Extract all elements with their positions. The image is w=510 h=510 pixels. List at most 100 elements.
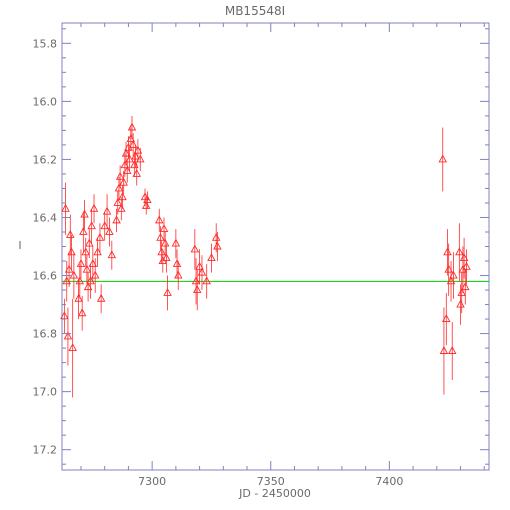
data-point — [77, 295, 87, 331]
triangle-marker — [87, 221, 96, 230]
data-points-layer — [60, 115, 471, 398]
triangle-marker — [157, 247, 166, 256]
data-point — [120, 153, 130, 177]
data-point — [162, 243, 171, 273]
triangle-marker — [118, 192, 127, 201]
triangle-marker — [64, 264, 74, 273]
data-point — [207, 243, 216, 273]
triangle-marker — [163, 287, 172, 296]
data-point — [457, 272, 466, 314]
data-point — [171, 229, 181, 259]
triangle-marker — [172, 258, 182, 267]
data-point — [87, 208, 96, 244]
data-point — [125, 147, 134, 172]
triangle-marker — [202, 276, 211, 285]
data-point — [449, 252, 458, 299]
triangle-marker — [115, 171, 125, 180]
data-point — [74, 278, 83, 320]
triangle-marker — [66, 229, 75, 238]
triangle-marker — [114, 183, 124, 192]
data-point — [83, 272, 93, 302]
triangle-marker — [76, 258, 86, 267]
triangle-marker — [457, 287, 466, 296]
data-point — [69, 252, 79, 299]
data-point — [117, 197, 126, 221]
triangle-marker — [213, 241, 222, 250]
triangle-marker — [133, 145, 143, 154]
y-tick-label: 17.2 — [33, 444, 58, 457]
triangle-marker — [192, 285, 202, 293]
triangle-marker — [119, 177, 128, 186]
triangle-marker — [83, 282, 93, 291]
triangle-marker — [112, 215, 121, 224]
triangle-marker — [122, 166, 132, 174]
y-tick-label: 17.0 — [33, 386, 58, 399]
triangle-marker — [197, 267, 207, 276]
data-point — [213, 231, 222, 262]
x-tick-label: 7300 — [138, 475, 166, 488]
data-point — [173, 261, 183, 291]
triangle-marker — [462, 261, 471, 270]
axes-layer: 7300 7350 7400 15.8 16.0 16.2 16.4 16.6 16.8 17.0… — [33, 23, 489, 488]
data-point — [95, 223, 105, 253]
plot-frame — [61, 22, 490, 471]
data-point — [126, 127, 136, 151]
triangle-marker — [173, 270, 183, 279]
triangle-marker — [444, 264, 453, 273]
triangle-marker — [443, 247, 452, 256]
data-point — [118, 185, 127, 209]
data-point — [159, 217, 169, 241]
data-point — [85, 229, 94, 259]
data-point — [68, 298, 77, 398]
triangle-marker — [162, 253, 171, 262]
triangle-marker — [81, 247, 90, 256]
data-point — [67, 234, 76, 270]
triangle-marker — [68, 343, 77, 352]
data-point — [102, 194, 112, 230]
data-point — [197, 255, 207, 291]
data-point — [211, 223, 221, 253]
data-point — [114, 176, 124, 201]
data-point — [93, 237, 102, 267]
triangle-marker — [120, 160, 130, 169]
triangle-marker — [438, 154, 447, 163]
data-point — [107, 240, 117, 270]
triangle-marker — [105, 227, 114, 235]
triangle-marker — [128, 139, 138, 148]
data-point — [156, 226, 165, 250]
triangle-marker — [82, 264, 92, 273]
data-point — [141, 197, 151, 215]
data-point — [62, 261, 71, 302]
data-point — [155, 208, 164, 232]
triangle-marker — [126, 134, 136, 143]
triangle-marker — [67, 247, 76, 256]
data-point — [462, 249, 471, 285]
data-point — [89, 194, 99, 224]
triangle-marker — [456, 299, 465, 308]
data-point — [81, 237, 90, 267]
y-tick-label: 16.0 — [33, 95, 58, 108]
x-tick-label: 7350 — [257, 475, 285, 488]
triangle-marker — [461, 282, 470, 291]
triangle-marker — [85, 238, 94, 247]
y-axis-title: I — [18, 239, 21, 252]
triangle-marker — [96, 293, 106, 302]
triangle-marker — [447, 346, 457, 354]
y-tick-label: 16.2 — [33, 153, 58, 166]
triangle-marker — [86, 276, 95, 285]
data-point — [64, 252, 74, 288]
triangle-marker — [171, 238, 181, 247]
data-point — [61, 182, 70, 235]
triangle-marker — [79, 227, 88, 235]
triangle-marker — [77, 308, 87, 317]
triangle-marker — [439, 346, 449, 354]
data-point — [76, 249, 86, 279]
data-point — [447, 321, 457, 381]
data-point — [105, 217, 114, 247]
y-tick-label: 16.8 — [33, 328, 58, 341]
x-tick-label: 7400 — [375, 475, 403, 488]
data-point — [163, 275, 172, 311]
data-point — [160, 231, 170, 256]
triangle-marker — [455, 247, 464, 256]
data-point — [130, 153, 139, 177]
